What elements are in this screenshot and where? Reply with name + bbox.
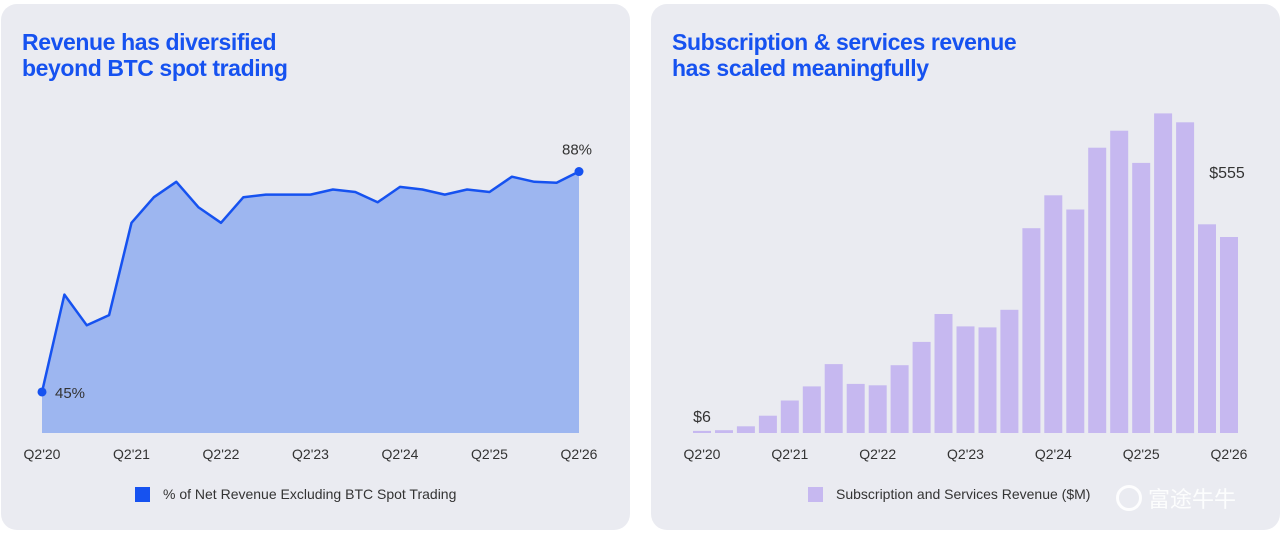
bar <box>868 385 887 433</box>
end-value-label: $555 <box>1209 165 1245 182</box>
end-value-label: 88% <box>562 142 592 159</box>
watermark-text: 富途牛牛 <box>1148 487 1237 512</box>
bar <box>1220 237 1238 433</box>
series-line <box>40 170 580 393</box>
bar <box>1154 113 1173 434</box>
bar <box>780 400 799 433</box>
bar <box>1088 147 1107 433</box>
bar <box>693 430 711 433</box>
left-chart-title: Revenue has diversified beyond BTC spot … <box>22 29 288 81</box>
bar <box>890 365 909 433</box>
area-chart: 45% 88% Q2'20 Q2'21 Q2'22 Q2'23 Q2'24 Q2'25 Q2'2… <box>24 142 598 462</box>
bar <box>1000 309 1019 433</box>
bar <box>802 386 821 433</box>
bar <box>715 430 733 433</box>
left-legend-label: % of Net Revenue Excluding BTC Spot Trad… <box>163 486 457 502</box>
start-value-label: 45% <box>55 385 85 402</box>
watermark: 富途牛牛 <box>1116 482 1236 514</box>
bar <box>1110 130 1129 433</box>
bar <box>736 426 755 433</box>
x-tick-label: Q2'22 <box>859 446 896 462</box>
bar <box>758 415 777 433</box>
bar <box>978 327 997 433</box>
x-tick-label: Q2'25 <box>471 446 508 462</box>
right-legend-swatch <box>808 486 823 502</box>
bar <box>1066 209 1085 433</box>
x-tick-label: Q2'26 <box>561 446 598 462</box>
bar-chart: $6 $555 Q2'20 Q2'21 Q2'22 Q2'23 Q2'24 Q2'25 Q2'2… <box>684 113 1248 462</box>
watermark-logo-icon <box>1116 485 1142 511</box>
bar <box>824 364 843 433</box>
bar <box>912 341 931 433</box>
bar <box>1132 162 1151 433</box>
revenue-mix-chart-card: Revenue has diversified beyond BTC spot … <box>1 4 630 530</box>
bar <box>956 326 975 433</box>
left-legend: % of Net Revenue Excluding BTC Spot Trad… <box>135 486 456 502</box>
bar <box>1044 195 1063 433</box>
x-tick-label: Q2'21 <box>113 446 150 462</box>
left-legend-swatch <box>135 486 150 502</box>
data-point-marker <box>37 387 47 397</box>
x-tick-label: Q2'24 <box>1035 446 1072 462</box>
x-tick-label: Q2'20 <box>24 446 61 462</box>
bar <box>1022 228 1041 433</box>
x-tick-label: Q2'22 <box>203 446 240 462</box>
x-tick-label: Q2'23 <box>947 446 984 462</box>
right-legend-label: Subscription and Services Revenue ($M) <box>836 486 1091 502</box>
start-value-label: $6 <box>693 409 711 426</box>
left-title-line-1: Revenue has diversified <box>22 29 277 55</box>
x-tick-label: Q2'21 <box>771 446 808 462</box>
left-title-line-2: beyond BTC spot trading <box>22 55 288 81</box>
x-tick-label: Q2'23 <box>292 446 329 462</box>
bar <box>934 314 953 433</box>
bar <box>1176 122 1195 434</box>
right-title-line-1: Subscription & services revenue <box>672 29 1017 55</box>
area-fill <box>42 171 579 433</box>
data-point-marker <box>574 167 584 177</box>
x-tick-label: Q2'20 <box>684 446 721 462</box>
right-chart-title: Subscription & services revenue has scal… <box>672 29 1017 81</box>
right-legend: Subscription and Services Revenue ($M) <box>808 486 1090 502</box>
bar <box>846 383 865 433</box>
subscription-revenue-chart-card: Subscription & services revenue has scal… <box>651 4 1280 530</box>
x-tick-label: Q2'25 <box>1123 446 1160 462</box>
right-title-line-2: has scaled meaningfully <box>672 55 929 81</box>
bar <box>1198 224 1216 433</box>
x-tick-label: Q2'24 <box>382 446 419 462</box>
x-tick-label: Q2'26 <box>1211 446 1248 462</box>
